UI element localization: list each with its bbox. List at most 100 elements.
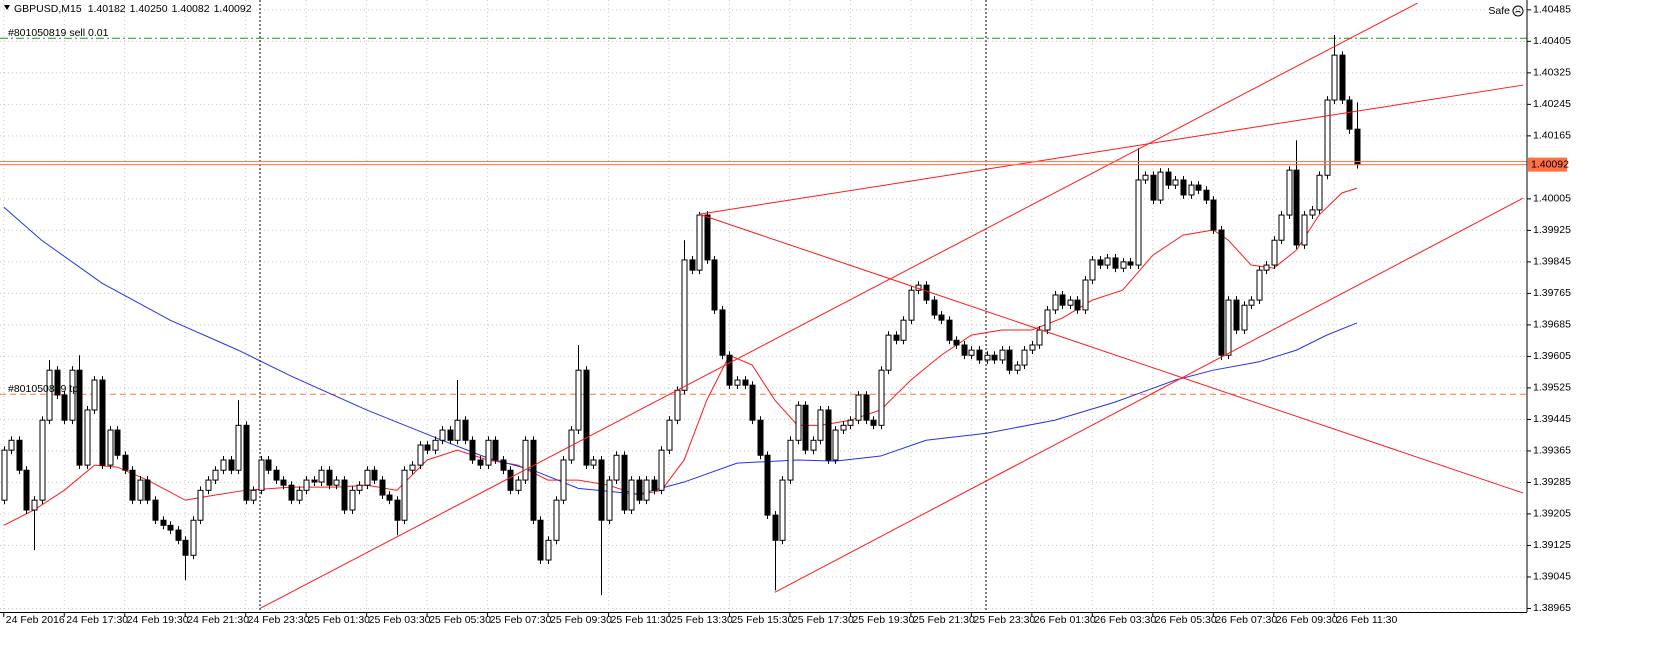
candle-body [1331,54,1338,101]
candle-body [1203,189,1210,201]
close-quote: 1.40092 [214,3,252,15]
candle-body [1256,269,1263,301]
y-tick-label: 1.40245 [1533,98,1571,110]
x-tick-label: 25 Feb 01:30 [308,614,370,626]
candle-body [1339,54,1346,101]
candle-body [590,459,597,466]
x-tick-label: 25 Feb 03:30 [369,614,431,626]
high-quote: 1.40250 [130,3,168,15]
candle-body [1278,214,1285,241]
candle-body [409,464,416,471]
y-tick-label: 1.39045 [1533,571,1571,583]
candle-body [1112,257,1119,269]
candle-body [628,479,635,511]
y-tick-label: 1.39365 [1533,445,1571,457]
candle-body [167,524,174,531]
x-tick-label: 26 Feb 07:30 [1215,614,1277,626]
chart-header: GBPUSD,M15 1.40182 1.40250 1.40082 1.40092 [14,3,252,15]
candle-body [212,469,219,481]
candle-body [1142,174,1149,181]
candle-body [1067,299,1074,306]
candle-body [530,439,537,521]
candle-body [621,454,628,511]
candle-body [311,479,318,483]
candle-body [696,214,703,271]
trendline [774,197,1524,593]
y-tick-label: 1.39605 [1533,350,1571,362]
candle-body [742,379,749,386]
candle-body [537,519,544,561]
candle-body [840,424,847,431]
low-quote: 1.40082 [172,3,210,15]
candle-body [394,499,401,521]
candle-body [704,214,711,261]
candle-body [689,259,696,271]
candle-body [99,379,106,466]
x-tick-label: 24 Feb 19:30 [127,614,189,626]
candle-body [870,419,877,426]
bid-price-label: 1.40092 [1531,158,1569,170]
candle-body [1195,184,1202,191]
y-tick-label: 1.38965 [1533,602,1571,614]
y-tick-label: 1.40325 [1533,67,1571,79]
candle-body [507,469,514,491]
candle-body [23,469,30,511]
y-tick-label: 1.39765 [1533,287,1571,299]
candle-body [469,439,476,461]
candle-body [779,479,786,541]
candle-body [386,494,393,501]
candle-body [636,479,643,501]
x-tick-label: 26 Feb 03:30 [1094,614,1156,626]
trendline [699,213,1524,494]
candle-body [250,489,257,501]
y-tick-label: 1.39285 [1533,476,1571,488]
x-tick-label: 25 Feb 09:30 [550,614,612,626]
candle-body [364,469,371,486]
candle-body [107,429,114,466]
x-tick-label: 24 Feb 2016 [6,614,65,626]
candle-body [1120,261,1127,269]
candle-body [228,459,235,471]
bid-price-box [1528,157,1567,172]
menu-arrow[interactable] [4,5,10,10]
y-tick-label: 1.39445 [1533,413,1571,425]
x-tick-label: 25 Feb 19:30 [852,614,914,626]
safe-icon[interactable] [1512,5,1524,17]
candle-body [76,369,83,466]
candle-body [1089,259,1096,281]
candle-body [1135,179,1142,266]
y-tick-label: 1.40485 [1533,4,1571,16]
candle-body [583,369,590,466]
safe-label: Safe [1488,5,1510,17]
candle-body [84,409,91,466]
candle-body [417,444,424,466]
candle-body [39,419,46,501]
candle-body [1029,344,1036,351]
candle-body [485,439,492,466]
plot [0,2,1527,609]
candle-body [401,469,408,521]
candle-body [1006,349,1013,371]
candle-body [575,369,582,431]
candle-body [114,429,121,456]
x-tick-label: 24 Feb 17:30 [66,614,128,626]
candle-body [674,389,681,421]
candle-body [182,539,189,556]
candle-body [1052,294,1059,311]
candle-body [341,479,348,511]
candle-body [961,344,968,356]
candle-body [280,479,287,486]
candle-body [1172,179,1179,186]
x-tick-label: 24 Feb 23:30 [248,614,310,626]
candle-body [855,394,862,421]
symbol: GBPUSD,M15 [14,3,82,15]
candle-body [235,424,242,471]
candle-body [91,379,98,411]
candle-body [658,449,665,491]
candle-body [923,284,930,301]
candle-body [1210,199,1217,231]
candle-body [1316,174,1323,211]
candle-body [326,469,333,486]
candle-body [265,459,272,471]
candle-body [160,519,167,526]
